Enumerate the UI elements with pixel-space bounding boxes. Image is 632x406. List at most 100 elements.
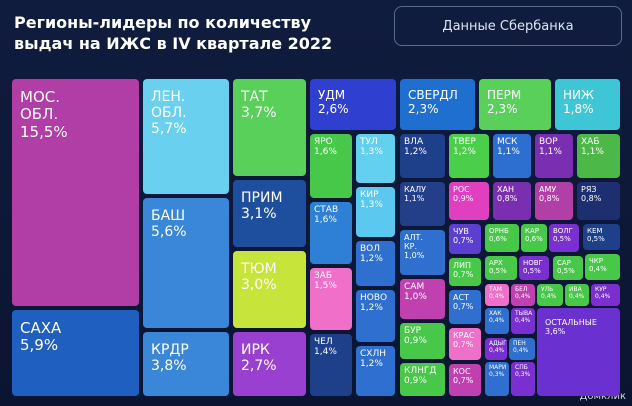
tile-value: 0,7% [453,236,474,246]
tile-value: 0,5% [553,235,571,244]
tile: КАЛУ 1,1% [400,182,445,226]
tile: ОРНБ 0,6% [485,224,519,252]
tile-value: 0,8% [581,194,602,204]
tile: ВЛА 1,2% [400,134,445,178]
tile-value: 1,3% [360,147,383,158]
tile: КРДР 3,8% [143,332,229,396]
tile-name: ПРИМ [241,190,283,206]
tile-name: КЕМ [587,227,603,235]
tile-value: 5,7% [151,121,187,138]
tile-value: 0,4% [489,292,505,300]
tile-value: 0,8% [497,194,518,204]
tile: МСК 1,1% [493,134,531,178]
tile-value: 0,7% [453,376,474,386]
tile-name: МСК [497,137,518,147]
tile-value: 1,1% [581,147,604,158]
tile-name: СТАВ [314,205,339,215]
tile-value: 0,5% [587,235,605,244]
tile: ТЫВА 0,4% [511,308,535,334]
tile: ЗАБ 1,5% [310,268,352,330]
tile-value: 0,8% [539,194,560,204]
tile-name: ТВЕР [453,137,476,147]
tile: ХАБ 1,1% [577,134,620,178]
tile-name: РОС [453,185,470,194]
tile: ИРК 2,7% [233,332,306,396]
tile: БЕЛ 0,4% [511,284,535,306]
tile-name: АЛТ. КР. [404,233,423,252]
chart-title: Регионы-лидеры по количеству выдач на ИЖ… [14,13,333,53]
tile: ЛЕН. ОБЛ. 5,7% [143,79,229,194]
tile-value: 1,1% [497,147,520,158]
tile: НОВО 1,2% [356,290,395,342]
tile-name: АРХ [489,259,503,267]
tile: БАШ 5,6% [143,198,229,328]
tile-value: 0,6% [489,235,507,244]
tile: ВОР 1,1% [535,134,573,178]
tile-name: ПЕРМ [487,88,522,102]
tile-name: КРАС [453,331,475,340]
tile-value: 0,5% [557,267,575,276]
tile-value: 1,1% [404,194,425,204]
tile-value: 1,5% [314,281,337,292]
tile-name: ЧЕЛ [314,337,333,347]
tile-value: 1,2% [360,254,383,265]
tile-name: АСТ [453,293,469,302]
tile-name: ТЮМ [241,261,277,277]
tile-name: БУР [404,326,422,336]
tile: АЛТ. КР. 1,0% [400,230,445,275]
tile-name: ЗАБ [314,271,333,281]
tile-value: 0,7% [453,270,474,280]
tile: ТЮМ 3,0% [233,251,306,328]
tile: ТВЕР 1,2% [449,134,489,178]
tile: НИЖ 1,8% [555,79,620,130]
tile-name: АДЫГ [489,340,507,347]
tile-name: ЧКР [589,257,603,265]
tile-name: ХАБ [581,137,600,147]
tile-name: МОС. ОБЛ. [20,88,60,124]
tile-name: НОВГ [523,259,543,267]
tile-value: 0,7% [453,302,474,312]
tile-value: 0,4% [513,346,529,354]
tile: ЛИП 0,7% [449,258,481,286]
tile: СВЕРДЛ 2,3% [400,79,475,130]
tile-value: 3,6% [545,327,566,337]
tile: ОСТАЛЬНЫЕ 3,6% [537,308,620,396]
brand: Домклик [579,391,626,402]
tile: РОС 0,9% [449,182,489,220]
tile-name: КАР [525,227,539,235]
tile-name: ХАК [489,310,502,317]
tile: МАРИ 0,3% [485,362,509,396]
tile-name: КУР [595,286,607,293]
tile-value: 0,5% [523,267,541,276]
tile: КОС 0,7% [449,364,481,396]
tile-name: УДМ [318,88,346,102]
tile-name: БЕЛ [515,286,528,293]
tile-name: ЛЕН. ОБЛ. [151,89,187,122]
tile-value: 0,4% [541,292,557,300]
tile-name: СХЛН [360,349,386,359]
tile-value: 0,3% [489,370,505,378]
tile-value: 1,3% [360,200,383,211]
tile-name: САР [557,259,571,267]
tile-name: ВОЛГ [553,227,573,235]
tile-value: 0,4% [489,346,505,354]
tile-name: УЛЬ [541,286,554,293]
tile-value: 1,4% [314,347,337,358]
tile-name: КИР [360,190,379,200]
tile-value: 0,9% [404,376,427,387]
tile-name: МАРИ [489,364,507,371]
tile: КЛНГД 0,9% [400,363,445,396]
tile-value: 1,0% [404,251,425,261]
tile-name: КРДР [151,342,189,358]
tile-value: 2,6% [318,101,349,116]
tile-value: 1,0% [404,292,427,303]
tile: ПРИМ 3,1% [233,180,306,247]
tile-name: ТУЛ [360,137,378,147]
tile-name: ИРК [241,342,270,358]
tile-value: 3,0% [241,277,277,294]
tile: ТУЛ 1,3% [356,134,395,183]
tile: ЯРО 1,6% [310,134,352,198]
tile: ТАМ 0,4% [485,284,509,306]
tile-name: ВЛА [404,137,424,147]
